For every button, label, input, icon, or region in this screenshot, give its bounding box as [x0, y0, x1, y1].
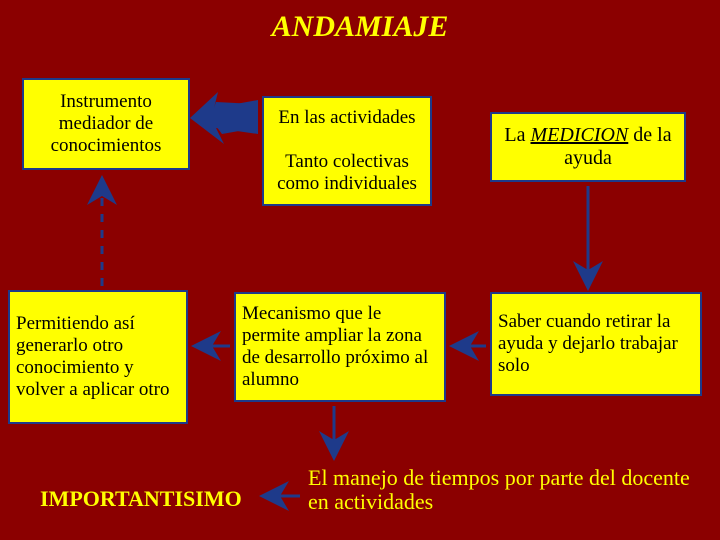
label-importantisimo: IMPORTANTISIMO	[40, 486, 242, 512]
box-mecanismo: Mecanismo que le permite ampliar la zona…	[234, 292, 446, 402]
box-medicion-text: La MEDICION de la ayuda	[498, 124, 678, 170]
arrow-big	[210, 102, 256, 134]
box-saber-text: Saber cuando retirar la ayuda y dejarlo …	[498, 311, 694, 377]
box-permitiendo-text: Permitiendo así generarlo otro conocimie…	[16, 313, 180, 400]
box-mecanismo-text: Mecanismo que le permite ampliar la zona…	[242, 303, 438, 390]
medicion-pre: La	[504, 124, 530, 146]
medicion-em: MEDICION	[531, 124, 629, 146]
page-title: ANDAMIAJE	[0, 10, 720, 44]
label-manejo: El manejo de tiempos por parte del docen…	[308, 466, 708, 514]
box-instrumento-text: Instrumento mediador de conocimientos	[30, 91, 182, 157]
box-saber: Saber cuando retirar la ayuda y dejarlo …	[490, 292, 702, 396]
box-actividades: En las actividades Tanto colectivas como…	[262, 96, 432, 206]
box-permitiendo: Permitiendo así generarlo otro conocimie…	[8, 290, 188, 424]
box-medicion: La MEDICION de la ayuda	[490, 112, 686, 182]
arrow-big-shape	[190, 92, 258, 144]
box-instrumento: Instrumento mediador de conocimientos	[22, 78, 190, 170]
box-actividades-text: En las actividades Tanto colectivas como…	[270, 107, 424, 194]
